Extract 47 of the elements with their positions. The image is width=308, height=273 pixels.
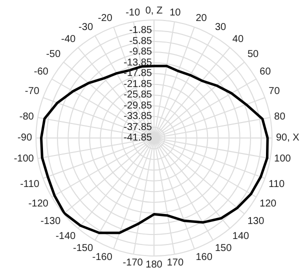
spoke-label: -70 bbox=[24, 86, 40, 97]
spoke-label: 40 bbox=[232, 34, 244, 46]
spoke-label: 70 bbox=[268, 86, 280, 97]
y-tick-label: -1.85 bbox=[129, 25, 152, 36]
spoke-label: -60 bbox=[34, 66, 49, 78]
spoke-label: 30 bbox=[215, 22, 227, 33]
spoke-label: 60 bbox=[260, 66, 272, 78]
spoke-label: 120 bbox=[260, 198, 277, 210]
spoke-label: -100 bbox=[14, 154, 34, 165]
spoke-label: -120 bbox=[28, 198, 49, 210]
y-tick-label: -37.85 bbox=[124, 122, 152, 133]
spoke-label: -160 bbox=[92, 252, 113, 264]
spoke-label: 140 bbox=[232, 230, 250, 242]
spoke-label: -130 bbox=[40, 216, 61, 227]
y-tick-label: -25.85 bbox=[124, 90, 152, 101]
spoke-label: 130 bbox=[247, 216, 265, 227]
spoke-label: -80 bbox=[19, 111, 34, 122]
spoke-label: 20 bbox=[196, 12, 208, 24]
spoke-label: 0, Z bbox=[145, 6, 163, 16]
spoke-label: -30 bbox=[78, 22, 94, 33]
y-tick-label: -9.85 bbox=[129, 46, 152, 58]
y-tick-label: -5.85 bbox=[129, 36, 152, 47]
y-tick-label: -33.85 bbox=[124, 111, 152, 122]
spoke-label: -110 bbox=[20, 179, 40, 190]
spoke-label: -140 bbox=[56, 230, 76, 242]
spoke-label: -90 bbox=[18, 132, 32, 144]
spoke-label: 10 bbox=[170, 7, 182, 18]
spoke-label: 90, X bbox=[276, 132, 300, 144]
spoke-label: -170 bbox=[122, 258, 144, 269]
y-tick-label: -17.85 bbox=[124, 68, 152, 80]
spoke-label: 160 bbox=[196, 252, 213, 264]
spoke-label: -40 bbox=[61, 34, 76, 46]
spoke-label: 100 bbox=[274, 154, 292, 165]
spoke-label: 110 bbox=[268, 179, 286, 190]
y-tick-label: -13.85 bbox=[124, 57, 152, 68]
spoke-label: -10 bbox=[126, 7, 140, 18]
y-tick-label: -41.85 bbox=[124, 132, 152, 144]
spoke-label: -150 bbox=[72, 243, 94, 254]
spoke-label: 170 bbox=[166, 258, 184, 269]
y-tick-label: -29.85 bbox=[124, 100, 152, 112]
spoke-label: 150 bbox=[215, 243, 232, 254]
y-tick-label: -21.85 bbox=[124, 78, 152, 90]
spoke-label: -20 bbox=[98, 12, 113, 24]
spoke-label: 180 bbox=[146, 260, 163, 270]
spoke-label: 50 bbox=[247, 49, 260, 60]
spoke-label: -50 bbox=[46, 49, 61, 60]
spoke-label: 80 bbox=[274, 111, 286, 122]
